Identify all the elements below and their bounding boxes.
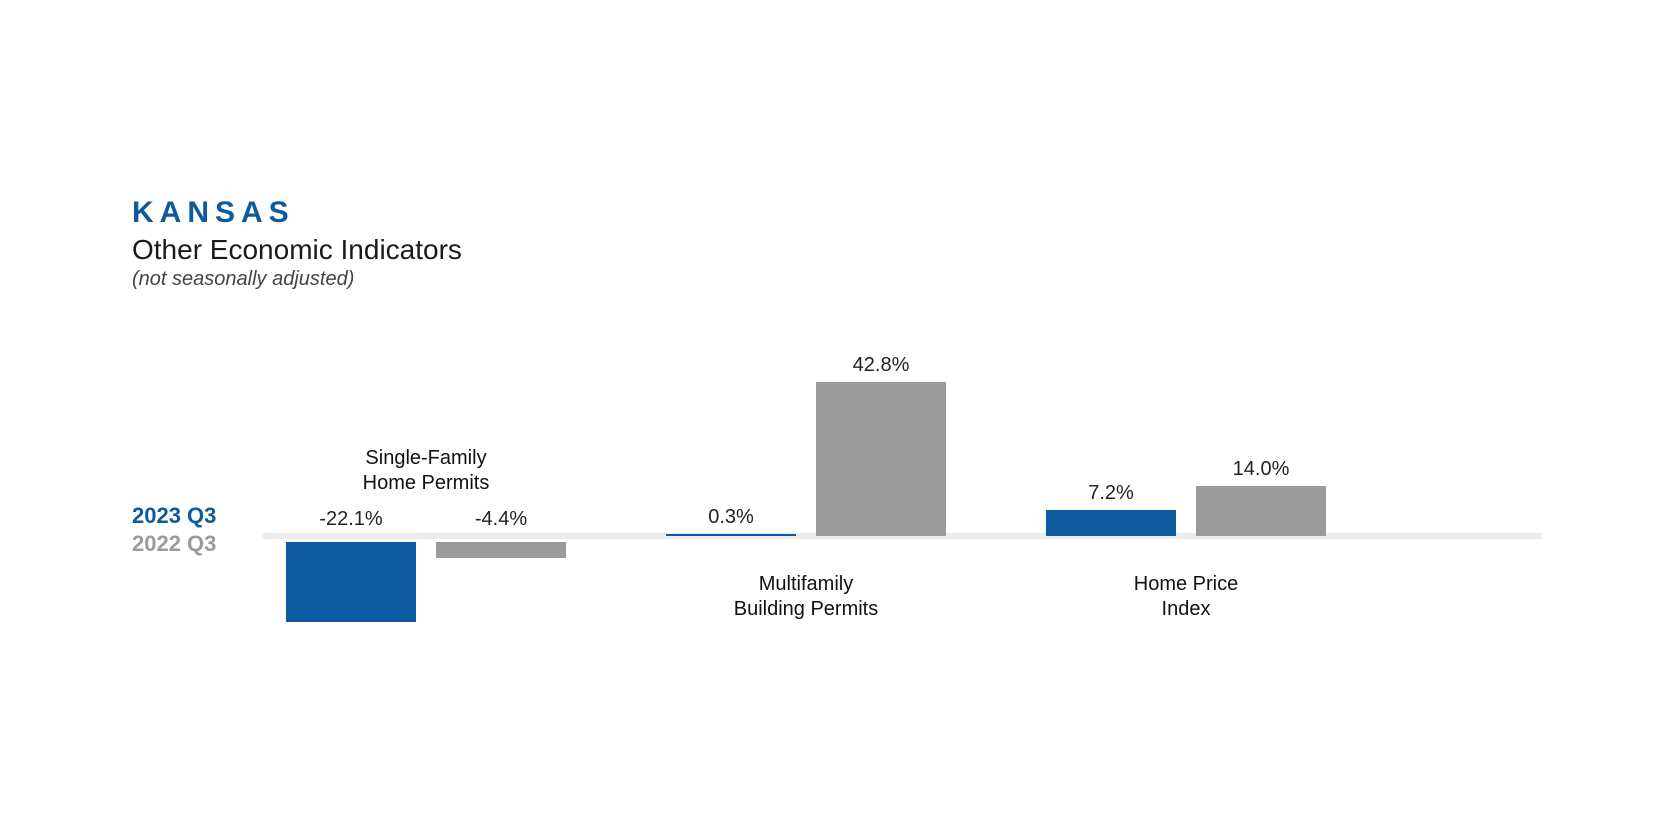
chart-area: -22.1%-4.4%Single-FamilyHome Permits0.3%… [262,350,1542,670]
current-value-label: -22.1% [281,508,421,531]
current-value-label: 0.3% [661,506,801,529]
chart-subtitle: Other Economic Indicators [132,234,462,266]
prior-value-label: 14.0% [1191,458,1331,481]
chart-group: 0.3%42.8%MultifamilyBuilding Permits [666,350,946,670]
current-bar [1046,510,1176,536]
chart-note: (not seasonally adjusted) [132,268,462,291]
legend-block: 2023 Q3 2022 Q3 [132,502,216,557]
legend-current: 2023 Q3 [132,502,216,530]
prior-bar [816,382,946,536]
category-label: MultifamilyBuilding Permits [666,572,946,622]
prior-value-label: 42.8% [811,354,951,377]
current-value-label: 7.2% [1041,482,1181,505]
page-container: KANSAS Other Economic Indicators (not se… [0,0,1667,833]
chart-group: 7.2%14.0%Home PriceIndex [1046,350,1326,670]
category-label: Single-FamilyHome Permits [286,446,566,496]
category-label: Home PriceIndex [1046,572,1326,622]
header-block: KANSAS Other Economic Indicators (not se… [132,196,462,291]
legend-prior: 2022 Q3 [132,530,216,558]
prior-bar [436,542,566,558]
current-bar [666,534,796,536]
prior-value-label: -4.4% [431,508,571,531]
current-bar [286,542,416,622]
prior-bar [1196,486,1326,536]
chart-group: -22.1%-4.4%Single-FamilyHome Permits [286,350,566,670]
state-name: KANSAS [132,196,462,230]
